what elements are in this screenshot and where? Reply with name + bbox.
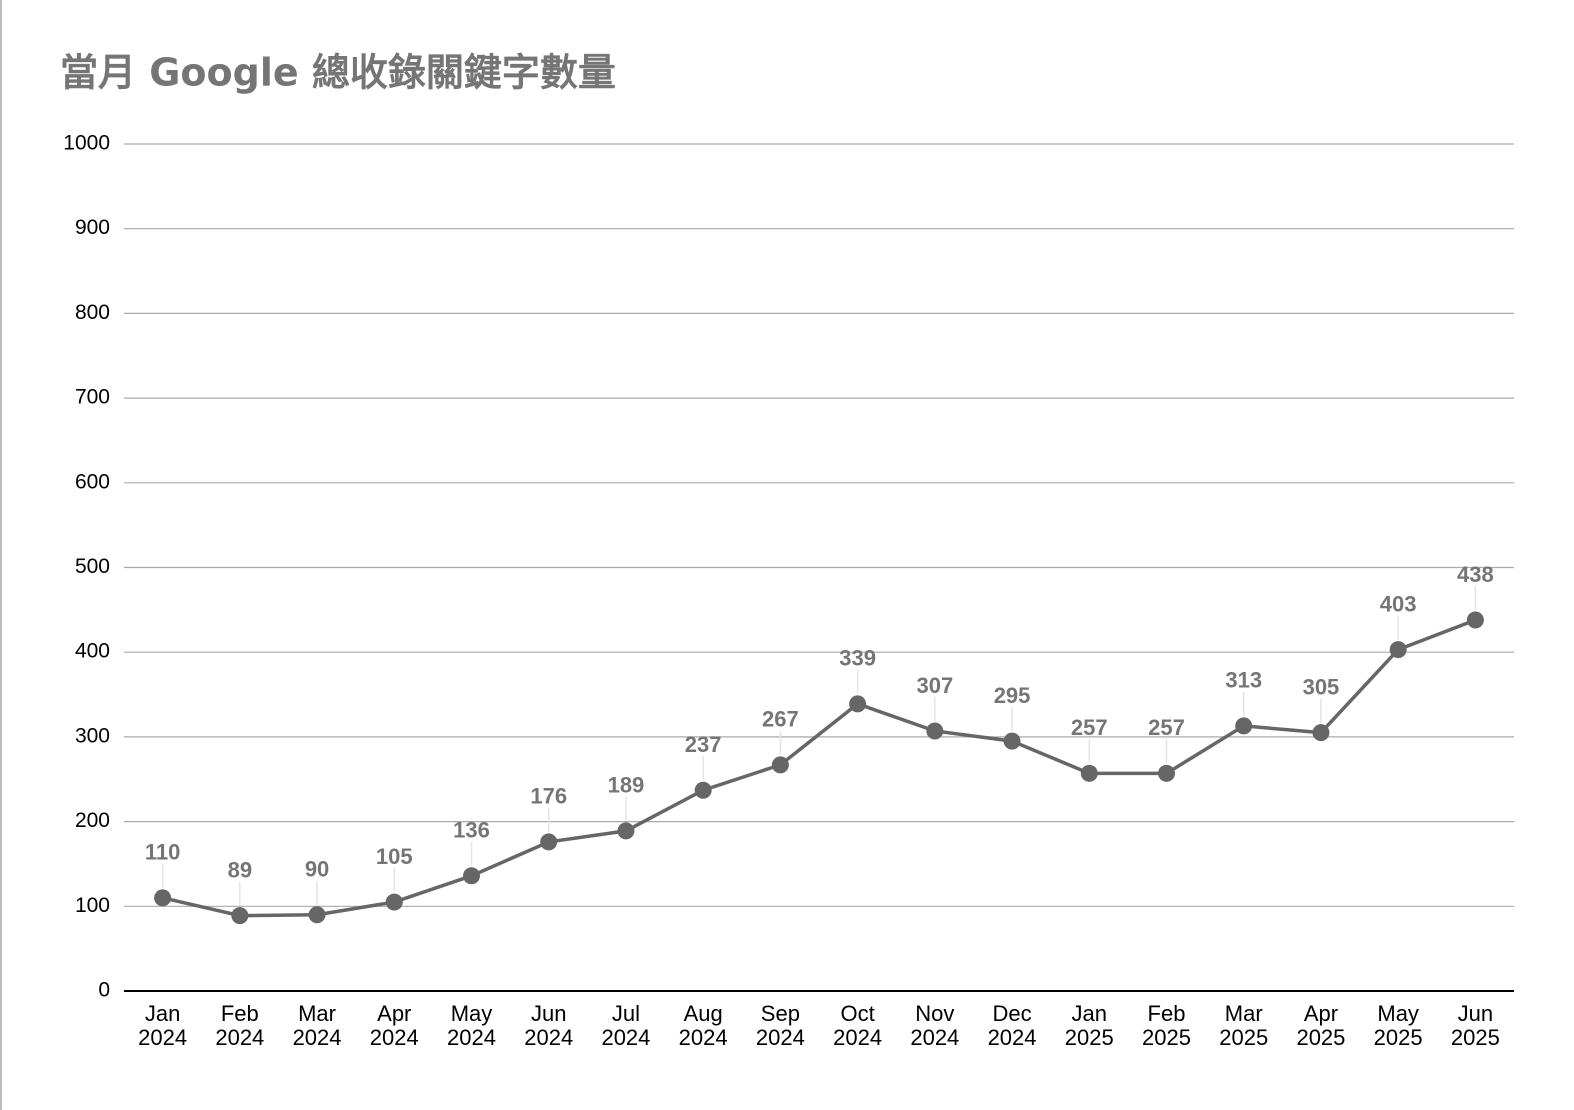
x-tick-label: Mar 2025 — [1219, 1001, 1269, 1050]
point — [1080, 764, 1098, 782]
point — [1003, 732, 1021, 750]
data-label: 176 — [530, 784, 567, 809]
point — [926, 722, 944, 740]
point — [231, 907, 249, 925]
y-tick-label: 1000 — [63, 132, 110, 155]
y-tick-label: 200 — [75, 809, 110, 832]
y-tick-label: 500 — [75, 555, 110, 578]
y-tick-label: 300 — [75, 724, 110, 747]
point — [385, 893, 403, 911]
y-tick-label: 900 — [75, 216, 110, 239]
x-tick-label: May 2024 — [447, 1001, 496, 1050]
point — [1466, 611, 1484, 629]
x-tick-label: Dec 2024 — [987, 1001, 1037, 1050]
data-label: 295 — [994, 683, 1031, 708]
data-label: 237 — [685, 732, 722, 757]
y-tick-label: 100 — [75, 894, 110, 917]
y-tick-label: 400 — [75, 640, 110, 663]
point — [1389, 641, 1407, 659]
x-tick-label: Aug 2024 — [678, 1001, 728, 1050]
point — [1158, 764, 1175, 782]
x-tick-label: Feb 2025 — [1142, 1001, 1191, 1050]
data-label: 305 — [1303, 674, 1340, 699]
x-tick-label: Sep 2024 — [755, 1001, 805, 1050]
x-tick-label: Apr 2025 — [1296, 1001, 1346, 1050]
data-label: 110 — [145, 840, 181, 865]
point — [154, 889, 172, 907]
point — [308, 906, 326, 924]
data-label: 89 — [228, 857, 252, 882]
x-tick-label: Apr 2024 — [369, 1001, 419, 1050]
point — [849, 695, 867, 713]
line — [162, 618, 1477, 918]
x-tick-label: Mar 2024 — [292, 1001, 342, 1050]
y-tick-label: 800 — [75, 301, 110, 324]
y-tick-label: 600 — [75, 470, 110, 493]
data-label: 267 — [762, 707, 799, 732]
data-label: 257 — [1071, 715, 1108, 740]
point — [1312, 724, 1330, 742]
data-label: 313 — [1225, 668, 1262, 693]
x-tick-label: Nov 2024 — [910, 1001, 960, 1050]
y-tick-label: 0 — [98, 979, 110, 1002]
point — [694, 781, 712, 799]
x-tick-label: Jan 2024 — [138, 1001, 188, 1050]
data-label: 438 — [1457, 562, 1494, 587]
data-label: 307 — [916, 673, 953, 698]
point — [1235, 717, 1253, 735]
point — [617, 822, 635, 840]
data-label: 105 — [376, 844, 413, 869]
point — [463, 867, 480, 885]
x-tick-label: Jul 2024 — [601, 1001, 651, 1050]
x-tick-label: Jun 2025 — [1450, 1001, 1500, 1050]
data-label: 403 — [1380, 591, 1417, 616]
x-tick-label: Jun 2024 — [524, 1001, 574, 1050]
data-label: 136 — [453, 818, 490, 843]
data-label: 189 — [608, 773, 645, 798]
point — [771, 756, 789, 774]
data-label: 339 — [839, 646, 876, 671]
chart-title: 當月 Google 總收錄關鍵字數量 — [60, 51, 616, 95]
data-label: 90 — [305, 857, 329, 882]
point — [540, 833, 558, 851]
x-tick-label: May 2025 — [1373, 1001, 1423, 1050]
y-tick-label: 700 — [75, 386, 110, 409]
x-tick-label: Jan 2025 — [1064, 1001, 1114, 1050]
data-label: 257 — [1148, 715, 1185, 740]
x-tick-label: Feb 2024 — [215, 1001, 265, 1050]
x-tick-label: Oct 2024 — [833, 1001, 883, 1050]
